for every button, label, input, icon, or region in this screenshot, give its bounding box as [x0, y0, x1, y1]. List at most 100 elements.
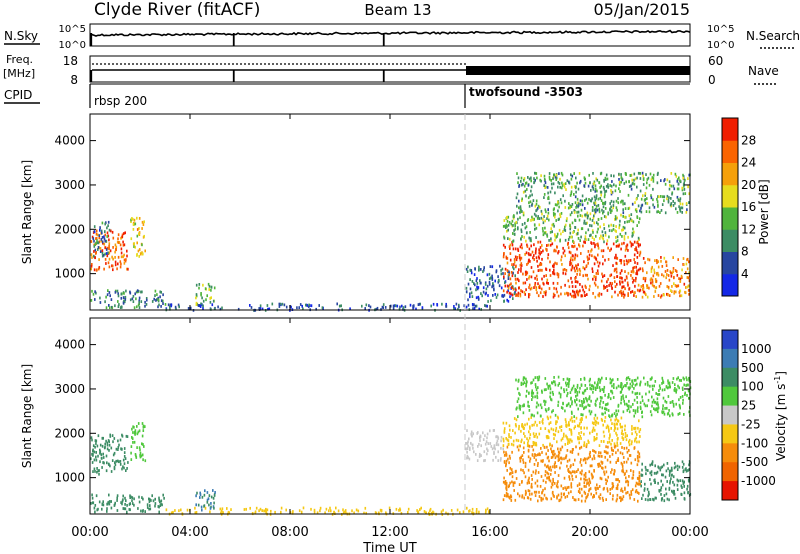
- scatter-cell: [639, 267, 641, 271]
- scatter-cell: [573, 266, 576, 270]
- scatter-cell: [209, 507, 212, 510]
- scatter-cell: [418, 302, 421, 306]
- scatter-cell: [138, 299, 140, 303]
- scatter-cell: [608, 224, 610, 228]
- scatter-cell: [640, 197, 643, 201]
- scatter-cell: [399, 507, 401, 511]
- scatter-cell: [611, 439, 613, 442]
- scatter-cell: [602, 262, 604, 266]
- scatter-cell: [520, 381, 523, 385]
- scatter-cell: [613, 174, 615, 178]
- scatter-cell: [528, 201, 530, 205]
- scatter-cell: [529, 459, 531, 463]
- scatter-cell: [524, 273, 527, 276]
- scatter-cell: [605, 482, 607, 485]
- scatter-cell: [528, 444, 531, 448]
- scatter-cell: [609, 492, 611, 495]
- scatter-cell: [495, 455, 497, 459]
- scatter-cell: [535, 256, 538, 260]
- scatter-cell: [126, 510, 128, 514]
- scatter-cell: [530, 237, 532, 240]
- scatter-cell: [106, 231, 109, 235]
- scatter-cell: [570, 397, 572, 401]
- scatter-cell: [637, 450, 639, 454]
- scatter-cell: [133, 497, 135, 501]
- scatter-cell: [503, 427, 506, 430]
- scatter-cell: [476, 277, 478, 280]
- scatter-cell: [153, 297, 155, 301]
- scatter-cell: [198, 286, 200, 290]
- scatter-cell: [576, 254, 579, 258]
- scatter-cell: [605, 189, 608, 193]
- scatter-cell: [534, 481, 537, 485]
- scatter-cell: [536, 464, 539, 467]
- scatter-cell: [512, 232, 514, 235]
- scatter-cell: [551, 450, 553, 454]
- scatter-cell: [662, 404, 664, 408]
- scatter-cell: [500, 435, 503, 439]
- scatter-cell: [573, 419, 576, 423]
- scatter-cell: [629, 174, 632, 177]
- scatter-cell: [614, 189, 617, 193]
- scatter-cell: [91, 256, 93, 259]
- scatter-cell: [298, 509, 301, 513]
- scatter-cell: [610, 223, 612, 227]
- scatter-cell: [561, 457, 563, 461]
- scatter-cell: [599, 497, 601, 500]
- scatter-cell: [591, 430, 594, 433]
- scatter-cell: [622, 495, 625, 498]
- scatter-cell: [633, 387, 635, 390]
- scatter-cell: [98, 469, 100, 472]
- scatter-cell: [101, 507, 103, 511]
- scatter-cell: [515, 220, 517, 224]
- scatter-cell: [644, 404, 647, 408]
- scatter-cell: [105, 262, 107, 265]
- scatter-cell: [595, 437, 598, 441]
- scatter-cell: [609, 249, 611, 252]
- scatter-cell: [616, 478, 618, 482]
- scatter-cell: [445, 302, 447, 306]
- scatter-cell: [518, 286, 520, 290]
- scatter-cell: [142, 443, 144, 446]
- scatter-cell: [598, 495, 600, 499]
- scatter-cell: [637, 204, 640, 208]
- scatter-cell: [467, 444, 469, 448]
- scatter-cell: [615, 431, 617, 435]
- scatter-cell: [552, 182, 555, 186]
- scatter-cell: [535, 274, 538, 278]
- scatter-cell: [659, 468, 662, 472]
- scatter-cell: [669, 401, 672, 404]
- scatter-cell: [500, 439, 502, 443]
- scatter-cell: [660, 256, 662, 259]
- scatter-cell: [612, 206, 614, 210]
- scatter-cell: [549, 243, 552, 247]
- scatter-cell: [595, 275, 597, 279]
- scatter-cell: [514, 470, 517, 474]
- scatter-cell: [595, 177, 597, 181]
- scatter-cell: [522, 182, 524, 186]
- scatter-cell: [609, 202, 611, 205]
- scatter-cell: [532, 256, 534, 260]
- scatter-cell: [113, 465, 116, 469]
- scatter-cell: [638, 440, 640, 444]
- scatter-cell: [610, 192, 613, 196]
- scatter-cell: [488, 272, 491, 276]
- scatter-cell: [570, 177, 573, 181]
- scatter-cell: [580, 294, 583, 298]
- scatter-cell: [520, 468, 522, 472]
- scatter-cell: [97, 434, 100, 438]
- scatter-cell: [549, 387, 552, 391]
- scatter-cell: [632, 473, 635, 477]
- scatter-cell: [145, 297, 148, 300]
- scatter-cell: [134, 245, 136, 249]
- scatter-cell: [491, 285, 493, 289]
- scatter-cell: [646, 271, 648, 275]
- scatter-cell: [606, 441, 609, 444]
- scatter-cell: [123, 261, 126, 265]
- scatter-cell: [546, 415, 549, 419]
- scatter-cell: [660, 479, 662, 483]
- scatter-cell: [502, 295, 505, 298]
- scatter-cell: [574, 498, 577, 502]
- scatter-cell: [572, 496, 574, 499]
- scatter-cell: [590, 248, 593, 252]
